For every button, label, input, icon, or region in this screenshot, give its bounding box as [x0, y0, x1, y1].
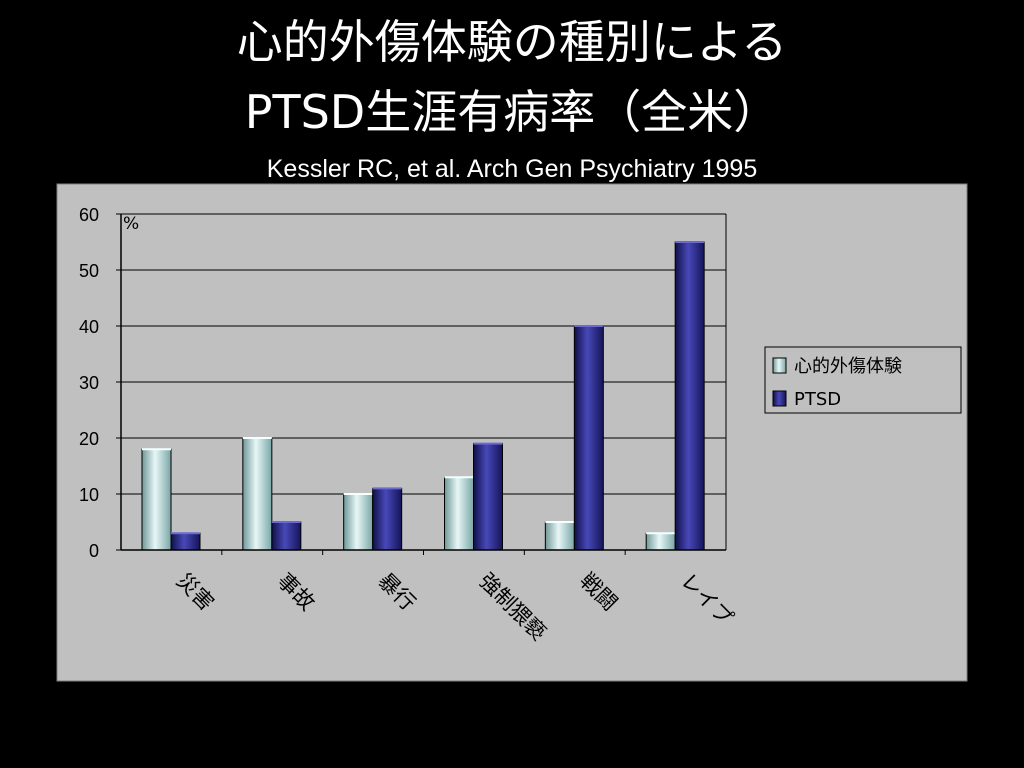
slide-title-line2: PTSD生涯有病率（全米）: [244, 85, 780, 139]
bar-ptsd-4: [573, 325, 604, 551]
legend-box: [764, 346, 962, 414]
bar-trauma-1: [242, 437, 273, 551]
y-tick-label: 0: [89, 541, 99, 561]
legend-entry-1: PTSD: [794, 389, 841, 410]
y-tick-label: 30: [79, 373, 99, 393]
bar-ptsd-1: [271, 521, 302, 551]
slide-title-line1: 心的外傷体験の種別による: [236, 15, 788, 69]
bar-trauma-0: [141, 448, 172, 551]
legend-entry-0: 心的外傷体験: [794, 356, 902, 377]
bar-ptsd-5: [674, 241, 705, 551]
bar-trauma-2: [343, 493, 374, 551]
bar-trauma-4: [544, 521, 575, 551]
y-tick-label: 10: [79, 485, 99, 505]
bar-trauma-3: [444, 476, 474, 551]
legend-swatch-0: [772, 357, 787, 374]
y-tick-label: 40: [79, 317, 99, 337]
bar-trauma-5: [645, 532, 676, 551]
chart-panel: [56, 183, 968, 682]
bar-ptsd-3: [473, 443, 503, 551]
y-tick-label: 50: [79, 261, 99, 281]
bar-ptsd-0: [170, 532, 201, 551]
y-tick-label: 60: [79, 205, 99, 225]
bar-ptsd-2: [372, 487, 403, 551]
y-tick-label: 20: [79, 429, 99, 449]
legend-swatch-1: [772, 390, 787, 407]
citation: Kessler RC, et al. Arch Gen Psychiatry 1…: [266, 155, 758, 183]
y-unit-label: %: [123, 214, 139, 234]
